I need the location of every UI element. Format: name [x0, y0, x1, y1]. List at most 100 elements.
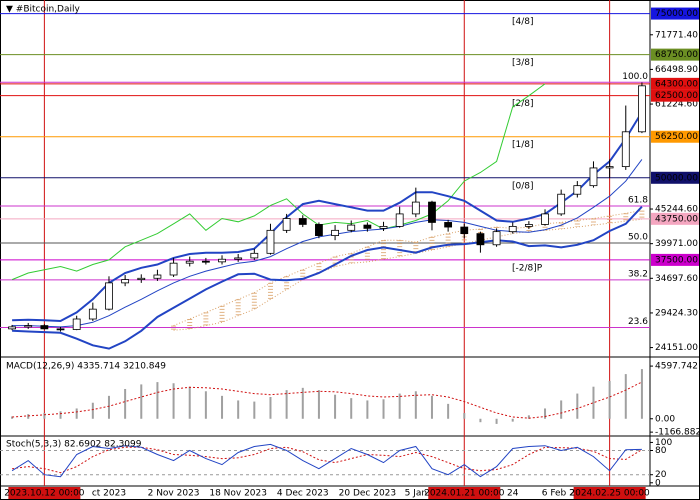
candle-body — [411, 201, 420, 215]
x-tick-label: 18 Nov 2023 — [209, 489, 267, 499]
macd-bar — [560, 400, 563, 419]
macd-bar — [511, 418, 514, 422]
y-tick-label: 45244.60 — [655, 205, 698, 215]
macd-bar — [576, 393, 579, 419]
y-tick-label: 24151.00 — [655, 343, 698, 353]
candle-body — [88, 308, 97, 320]
price-label: 50000.00 — [655, 173, 698, 183]
candle-body — [250, 252, 259, 259]
fib-label: 50.0 — [628, 232, 648, 242]
price-label: 64300.00 — [655, 79, 698, 89]
macd-bar — [317, 390, 320, 419]
price-label: 43750.00 — [655, 214, 698, 224]
macd-bar — [527, 415, 530, 419]
macd-bar — [544, 408, 547, 419]
candle-body — [153, 274, 162, 279]
candle-body — [201, 260, 210, 263]
level-label: [2/8] — [512, 99, 534, 109]
stoch-k — [11, 443, 642, 478]
price-label-box — [651, 253, 699, 266]
candle-body — [476, 233, 485, 246]
macd-bar — [447, 403, 450, 419]
fib-label: 38.2 — [628, 269, 648, 279]
candle-body — [282, 218, 291, 231]
y-tick-label: 80 — [655, 446, 667, 456]
price-label-box — [651, 77, 699, 90]
candle-body — [428, 201, 436, 223]
macd-bar — [253, 401, 256, 419]
macd-bar — [366, 400, 369, 419]
price-label-box — [651, 130, 699, 143]
candle-body — [444, 222, 453, 228]
price-label: 56250.00 — [655, 132, 698, 142]
macd-signal — [12, 381, 643, 419]
macd-bar — [75, 408, 78, 419]
fib-label: 23.6 — [628, 317, 648, 327]
price-label-box — [651, 212, 699, 225]
price-label-box — [651, 7, 699, 20]
price-label: 75000.00 — [655, 9, 698, 19]
macd-bar — [107, 395, 110, 419]
marked-date-box — [573, 487, 646, 499]
candle-body — [638, 85, 646, 133]
macd-bar — [301, 387, 304, 419]
macd-bar — [608, 380, 611, 419]
macd-bar — [479, 418, 482, 423]
macd-bar — [382, 399, 385, 419]
candle-body — [105, 282, 113, 310]
macd-bar — [188, 386, 191, 419]
band-upper — [12, 111, 643, 323]
marked-date-box — [428, 487, 501, 499]
candle-body — [524, 224, 533, 227]
macd-bar — [285, 390, 288, 419]
macd-bar — [27, 414, 30, 419]
level-label: [1/8] — [512, 140, 534, 150]
level-label: [0/8] — [512, 181, 534, 191]
macd-bar — [592, 386, 595, 419]
price-label-box — [651, 48, 699, 61]
macd-bar — [350, 398, 353, 419]
candle-body — [56, 328, 65, 331]
macd-bar — [269, 397, 272, 419]
cloud-span-a — [173, 210, 642, 327]
band-middle — [12, 159, 643, 328]
macd-bar — [172, 383, 175, 419]
x-tick-label: 2024.01.21 00:00 — [424, 489, 505, 499]
cloud-span-b — [173, 218, 642, 331]
stoch-d — [12, 446, 643, 474]
macd-bar — [640, 369, 643, 419]
price-label: 37500.00 — [655, 255, 698, 265]
fib-label: 100.0 — [622, 72, 648, 82]
candle-body — [621, 131, 630, 168]
candle-body — [137, 277, 146, 280]
panel-title: Stoch(5,3,3) 82.6902 82.3099 — [6, 440, 142, 450]
price-label: 62500.00 — [655, 91, 698, 101]
y-tick-label: 29424.30 — [655, 308, 698, 318]
candle-body — [121, 279, 130, 284]
y-tick-label: 4597.742 — [655, 362, 698, 372]
macd-bar — [430, 395, 433, 419]
price-label-box — [651, 89, 699, 102]
candle-body — [40, 325, 49, 330]
candle-body — [298, 218, 307, 225]
y-tick-label: -1166.882 — [655, 428, 700, 438]
candle-body — [185, 260, 194, 264]
x-tick-label: 24 — [507, 489, 519, 499]
chikou-line — [11, 83, 546, 281]
candle-body — [492, 231, 501, 246]
macd-bar — [59, 411, 62, 419]
price-label-box — [651, 171, 699, 184]
price-label: 68750.00 — [655, 50, 698, 60]
macd-bar — [237, 400, 240, 419]
panel-title: ▼ #Bitcoin,Daily — [6, 5, 80, 15]
candle-body — [315, 224, 323, 236]
x-tick-label: 5 Jan — [405, 489, 427, 499]
candle-body — [363, 224, 372, 229]
level-label: [4/8] — [512, 17, 534, 27]
macd-bar — [624, 374, 627, 419]
candle-body — [234, 257, 243, 260]
macd-bar — [495, 418, 498, 424]
candle-body — [218, 258, 226, 263]
candle-body — [266, 229, 275, 254]
